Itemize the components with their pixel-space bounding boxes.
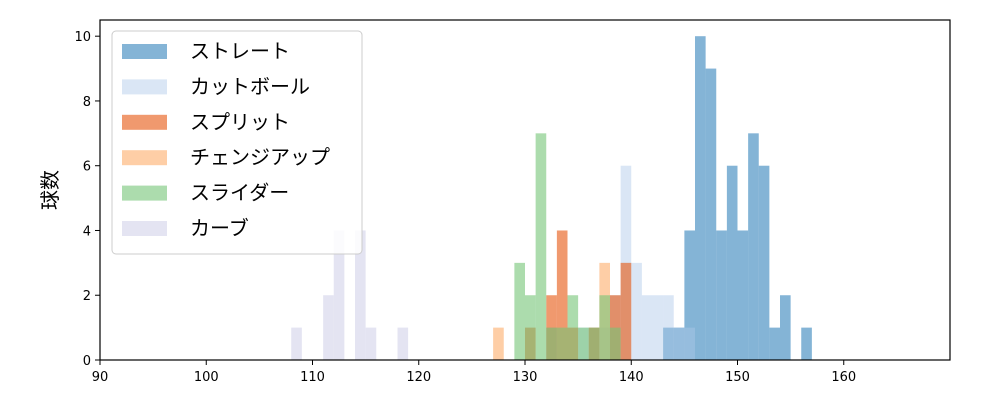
legend-swatch — [122, 44, 167, 59]
y-axis-label: 球数 — [38, 170, 62, 210]
legend-label: スプリット — [190, 110, 290, 134]
bar-series-0 — [758, 165, 770, 360]
bar-series-1 — [641, 295, 653, 360]
legend-label: ストレート — [190, 39, 290, 63]
y-tick-label: 4 — [83, 224, 91, 239]
bar-series-3 — [493, 327, 504, 360]
x-tick-label: 140 — [619, 370, 644, 385]
bar-series-5 — [397, 327, 409, 360]
bar-series-5 — [365, 327, 377, 360]
x-tick-label: 130 — [513, 370, 538, 385]
y-tick-label: 8 — [83, 95, 91, 110]
bar-series-5 — [291, 327, 302, 360]
x-tick-label: 160 — [831, 370, 856, 385]
bar-series-2 — [556, 230, 568, 360]
legend-label: スライダー — [190, 181, 289, 205]
bar-series-4 — [599, 295, 610, 360]
bar-series-0 — [780, 295, 791, 360]
bars-layer — [291, 36, 812, 361]
legend-box — [111, 30, 363, 255]
bar-series-4 — [525, 295, 536, 360]
bar-series-1 — [684, 327, 695, 360]
bar-series-0 — [695, 36, 706, 360]
bar-series-4 — [535, 133, 547, 360]
x-tick-label: 110 — [300, 370, 325, 385]
bar-series-1 — [663, 295, 674, 360]
bar-series-0 — [748, 133, 759, 360]
legend-swatch — [122, 185, 167, 201]
bar-series-4 — [567, 295, 579, 360]
y-tick-label: 10 — [74, 30, 91, 45]
legend-swatch — [122, 221, 167, 236]
bar-series-4 — [610, 327, 621, 360]
bar-series-1 — [652, 295, 664, 360]
bar-series-0 — [673, 327, 685, 360]
bar-series-0 — [705, 68, 717, 361]
bar-series-5 — [323, 295, 334, 360]
x-tick-label: 90 — [92, 370, 109, 385]
bar-series-2 — [620, 262, 632, 360]
bar-series-0 — [663, 327, 674, 360]
bar-series-4 — [546, 327, 557, 360]
y-tick-label: 6 — [83, 160, 91, 175]
bar-series-0 — [769, 327, 780, 360]
y-tick-label: 2 — [83, 289, 91, 304]
bar-series-4 — [578, 327, 589, 360]
legend-label: カーブ — [190, 216, 249, 240]
bar-series-0 — [737, 230, 749, 360]
legend-swatch — [122, 79, 167, 95]
x-tick-label: 120 — [406, 370, 431, 385]
bar-series-0 — [726, 165, 738, 360]
bar-series-1 — [673, 327, 685, 360]
x-tick-label: 150 — [725, 370, 750, 385]
bar-series-5 — [355, 230, 366, 360]
x-tick-label: 100 — [194, 370, 219, 385]
bar-series-4 — [588, 327, 600, 360]
y-tick-label: 0 — [83, 354, 91, 369]
bar-series-4 — [514, 262, 525, 360]
bar-series-0 — [716, 230, 727, 360]
y-axis: 0 2 4 6 8 10 — [74, 30, 100, 369]
x-axis: 90 100 110 120 130 140 150 160 — [92, 360, 856, 385]
legend-swatch — [122, 150, 167, 166]
bar-series-0 — [684, 230, 695, 360]
bar-series-5 — [333, 230, 345, 360]
bar-series-4 — [556, 327, 568, 360]
legend-label: カットボール — [190, 74, 310, 98]
legend-swatch — [122, 114, 167, 130]
legend-label: チェンジアップ — [190, 145, 330, 169]
bar-series-0 — [801, 327, 812, 360]
bar-series-1 — [631, 262, 642, 360]
